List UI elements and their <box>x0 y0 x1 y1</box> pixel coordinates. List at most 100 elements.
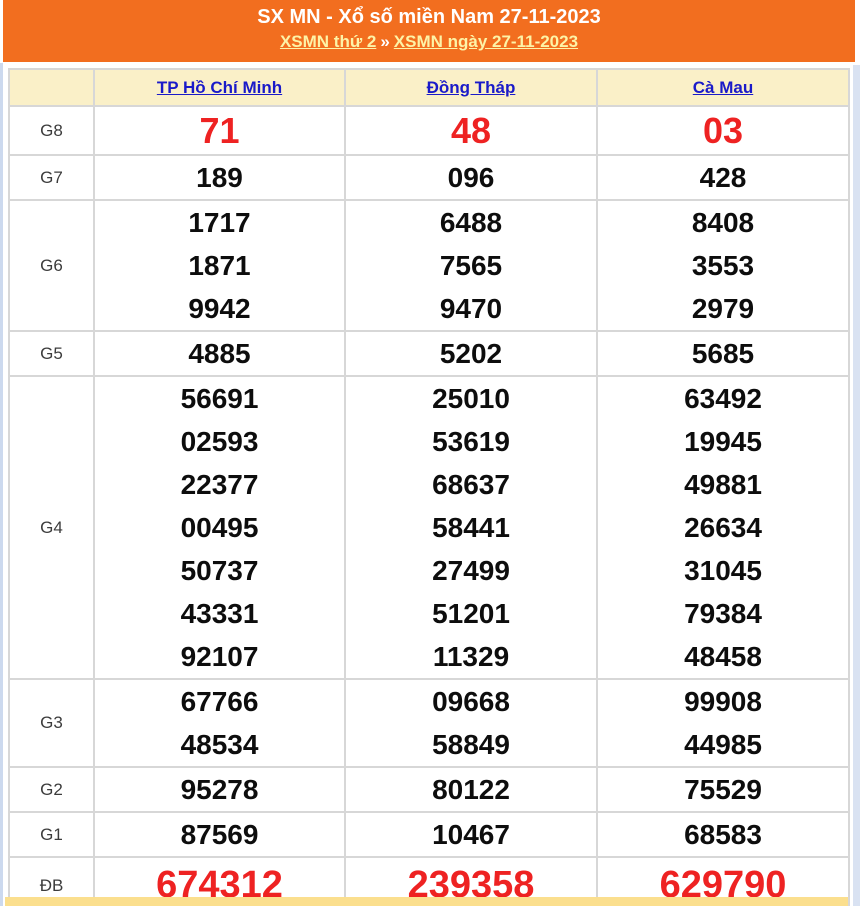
result-number: 31045 <box>684 555 762 586</box>
result-number: 22377 <box>180 469 259 500</box>
result-cell: 75529 <box>596 766 850 813</box>
result-cell: 48 <box>344 105 598 156</box>
result-cell: 5202 <box>344 330 598 377</box>
result-number: 48534 <box>180 729 259 760</box>
result-cell: 09668 58849 <box>344 678 598 768</box>
result-number: 5202 <box>439 338 503 369</box>
result-cell: 56691 02593 22377 00495 50737 43331 92107 <box>93 375 346 680</box>
page-edge-right <box>853 65 860 906</box>
result-number: 9942 <box>188 293 251 324</box>
province-link-camau[interactable]: Cà Mau <box>692 77 754 97</box>
result-cell: 6488 7565 9470 <box>344 199 598 332</box>
prize-label: G6 <box>8 199 95 332</box>
province-link-dongthap[interactable]: Đồng Tháp <box>426 77 516 97</box>
result-number: 00495 <box>180 512 259 543</box>
result-cell: 68583 <box>596 811 850 858</box>
result-number: 1717 <box>188 207 251 238</box>
breadcrumb-separator: » <box>380 32 390 51</box>
link-xsmn-weekday[interactable]: XSMN thứ 2 <box>279 32 377 51</box>
result-number: 87569 <box>180 819 259 850</box>
prize-label: G4 <box>8 375 95 680</box>
result-cell: 71 <box>93 105 346 156</box>
result-number: 5685 <box>691 338 755 369</box>
result-number: 80122 <box>432 774 510 805</box>
result-number: 79384 <box>684 598 762 629</box>
results-table-container: TP Hồ Chí Minh Đồng Tháp Cà Mau G8 71 48 03… <box>8 68 850 906</box>
result-number: 58849 <box>432 729 510 760</box>
result-number: 02593 <box>180 426 259 457</box>
result-cell: 096 <box>344 154 598 201</box>
result-cell: 428 <box>596 154 850 201</box>
result-number: 1871 <box>188 250 251 281</box>
prize-label: G7 <box>8 154 95 201</box>
result-cell: 189 <box>93 154 346 201</box>
table-header-row: TP Hồ Chí Minh Đồng Tháp Cà Mau <box>8 68 850 107</box>
result-number: 096 <box>447 162 495 193</box>
result-number: 8408 <box>691 207 755 238</box>
result-cell: 8408 3553 2979 <box>596 199 850 332</box>
result-number: 19945 <box>684 426 762 457</box>
result-number: 3553 <box>691 250 755 281</box>
result-cell: 63492 19945 49881 26634 31045 79384 48458 <box>596 375 850 680</box>
table-row: G6 1717 1871 9942 6488 7565 9470 8408 3553 2979 <box>8 199 850 332</box>
prize-label: G1 <box>8 811 95 858</box>
result-number: 68583 <box>684 819 762 850</box>
result-number: 48458 <box>684 641 762 672</box>
result-number: 7565 <box>439 250 503 281</box>
result-number: 428 <box>699 162 747 193</box>
prize-label: G2 <box>8 766 95 813</box>
result-cell: 87569 <box>93 811 346 858</box>
result-number: 11329 <box>432 641 510 672</box>
result-number: 44985 <box>684 729 762 760</box>
next-section-strip <box>5 897 848 906</box>
result-number: 25010 <box>432 383 510 414</box>
result-number: 189 <box>196 162 243 193</box>
breadcrumb: XSMN thứ 2» XSMN ngày 27-11-2023 <box>3 30 855 54</box>
result-number: 49881 <box>684 469 762 500</box>
result-number: 68637 <box>432 469 510 500</box>
prize-label: G3 <box>8 678 95 768</box>
table-row: G8 71 48 03 <box>8 105 850 156</box>
page-banner: SX MN - Xổ số miền Nam 27-11-2023 XSMN t… <box>3 0 855 62</box>
prize-label: G5 <box>8 330 95 377</box>
result-number: 03 <box>702 110 744 151</box>
result-number: 43331 <box>180 598 259 629</box>
table-row: G7 189 096 428 <box>8 154 850 201</box>
table-row: G1 87569 10467 68583 <box>8 811 850 858</box>
result-number: 71 <box>199 110 240 151</box>
prize-label: G8 <box>8 105 95 156</box>
column-header-hcm: TP Hồ Chí Minh <box>93 68 346 107</box>
result-number: 50737 <box>180 555 259 586</box>
result-number: 48 <box>450 110 492 151</box>
result-number: 63492 <box>684 383 762 414</box>
table-row: G3 67766 48534 09668 58849 99908 44985 <box>8 678 850 768</box>
result-cell: 80122 <box>344 766 598 813</box>
result-number: 27499 <box>432 555 510 586</box>
result-number: 56691 <box>180 383 259 414</box>
result-number: 92107 <box>180 641 259 672</box>
result-cell: 67766 48534 <box>93 678 346 768</box>
result-number: 53619 <box>432 426 510 457</box>
result-number: 9470 <box>439 293 503 324</box>
corner-cell <box>8 68 95 107</box>
result-number: 26634 <box>684 512 762 543</box>
table-row: G4 56691 02593 22377 00495 50737 43331 92107 250… <box>8 375 850 680</box>
result-number: 51201 <box>432 598 510 629</box>
result-number: 2979 <box>691 293 755 324</box>
result-cell: 5685 <box>596 330 850 377</box>
result-number: 09668 <box>432 686 510 717</box>
column-header-camau: Cà Mau <box>596 68 850 107</box>
province-link-hcm[interactable]: TP Hồ Chí Minh <box>156 77 283 97</box>
result-number: 99908 <box>684 686 762 717</box>
column-header-dongthap: Đồng Tháp <box>344 68 598 107</box>
page-edge-left <box>0 63 3 906</box>
result-cell: 99908 44985 <box>596 678 850 768</box>
table-row: G5 4885 5202 5685 <box>8 330 850 377</box>
lottery-results-table: TP Hồ Chí Minh Đồng Tháp Cà Mau G8 71 48 03… <box>8 68 850 906</box>
table-row: G2 95278 80122 75529 <box>8 766 850 813</box>
result-number: 6488 <box>439 207 503 238</box>
result-cell: 03 <box>596 105 850 156</box>
link-xsmn-date[interactable]: XSMN ngày 27-11-2023 <box>393 32 579 51</box>
result-number: 58441 <box>432 512 510 543</box>
result-cell: 1717 1871 9942 <box>93 199 346 332</box>
